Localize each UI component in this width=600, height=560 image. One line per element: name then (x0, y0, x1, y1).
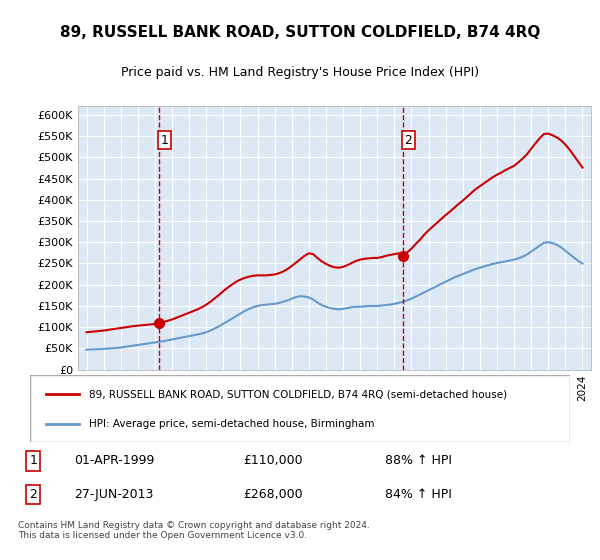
Text: HPI: Average price, semi-detached house, Birmingham: HPI: Average price, semi-detached house,… (89, 418, 375, 428)
Text: 01-APR-1999: 01-APR-1999 (74, 454, 155, 468)
Text: 2: 2 (404, 134, 412, 147)
Text: £268,000: £268,000 (244, 488, 303, 501)
Text: 1: 1 (29, 454, 37, 468)
Text: 1: 1 (161, 134, 169, 147)
Text: Price paid vs. HM Land Registry's House Price Index (HPI): Price paid vs. HM Land Registry's House … (121, 66, 479, 78)
Text: 2: 2 (29, 488, 37, 501)
Text: £110,000: £110,000 (244, 454, 303, 468)
Text: Contains HM Land Registry data © Crown copyright and database right 2024.
This d: Contains HM Land Registry data © Crown c… (18, 521, 370, 540)
FancyBboxPatch shape (30, 375, 570, 442)
Text: 27-JUN-2013: 27-JUN-2013 (74, 488, 154, 501)
Text: 89, RUSSELL BANK ROAD, SUTTON COLDFIELD, B74 4RQ: 89, RUSSELL BANK ROAD, SUTTON COLDFIELD,… (60, 25, 540, 40)
Text: 84% ↑ HPI: 84% ↑ HPI (385, 488, 451, 501)
Text: 88% ↑ HPI: 88% ↑ HPI (385, 454, 452, 468)
Text: 89, RUSSELL BANK ROAD, SUTTON COLDFIELD, B74 4RQ (semi-detached house): 89, RUSSELL BANK ROAD, SUTTON COLDFIELD,… (89, 389, 508, 399)
